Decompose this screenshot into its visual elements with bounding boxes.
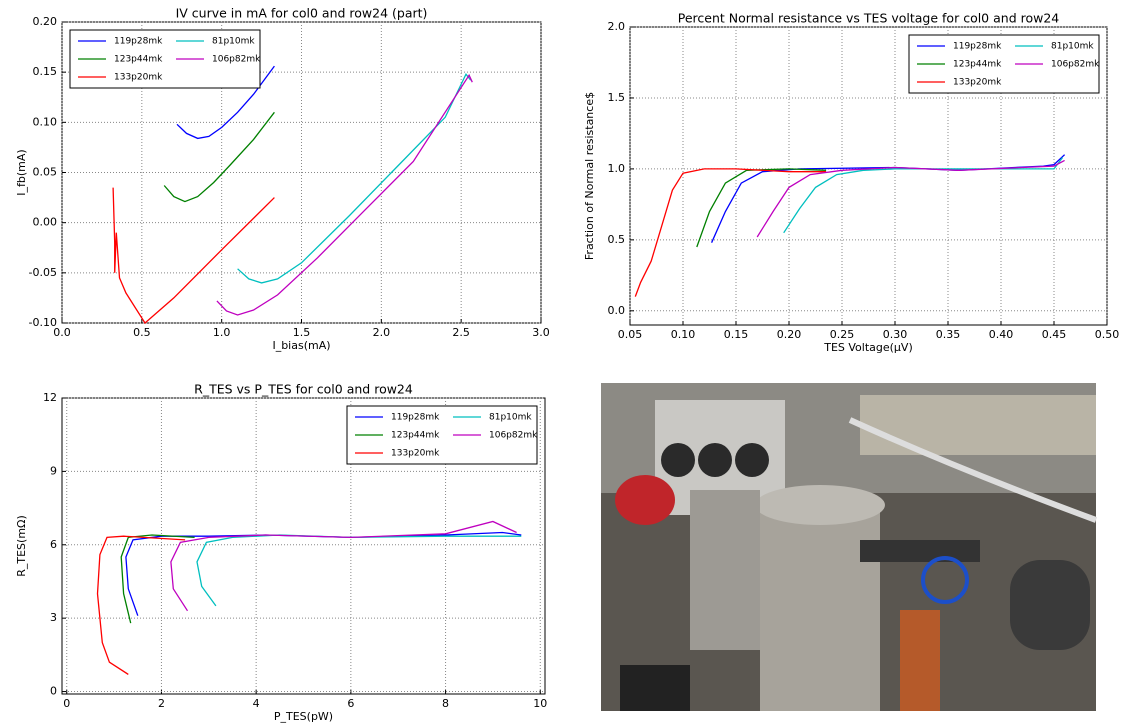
- photo-cryostat-top: [755, 485, 885, 525]
- y-tick-label: 12: [43, 391, 57, 404]
- legend-label: 133p20mk: [114, 73, 163, 83]
- data-line: [783, 157, 1064, 234]
- legend-label: 106p82mk: [212, 55, 261, 65]
- legend-label: 81p10mk: [1051, 42, 1094, 52]
- legend-label: 119p28mk: [391, 413, 440, 423]
- x-tick-label: 0: [63, 697, 70, 710]
- y-tick-label: 0.20: [33, 15, 58, 28]
- y-tick-label: 0.10: [33, 115, 58, 128]
- y-axis-label: R_TES(mΩ): [15, 515, 28, 577]
- x-tick-label: 2.0: [373, 326, 391, 339]
- x-tick-label: 10: [533, 697, 547, 710]
- photo-hose: [900, 610, 940, 711]
- photo-dewar: [1010, 560, 1090, 650]
- y-tick-label: 1.5: [608, 91, 626, 104]
- photo-fan: [698, 443, 732, 477]
- x-tick-label: 0.30: [883, 328, 908, 341]
- data-line: [112, 187, 275, 324]
- legend-label: 123p44mk: [391, 431, 440, 441]
- chart-title: R_TES vs P_TES for col0 and row24: [194, 382, 413, 397]
- y-axis-label: Fraction of Normal resistance$: [583, 92, 596, 260]
- y-tick-label: 2.0: [608, 20, 626, 33]
- data-line: [170, 520, 517, 612]
- x-tick-label: 4: [253, 697, 260, 710]
- data-line: [216, 73, 473, 316]
- x-tick-label: 0.05: [618, 328, 643, 341]
- y-tick-label: 9: [50, 464, 57, 477]
- data-line: [711, 154, 1066, 243]
- chart-title: Percent Normal resistance vs TES voltage…: [678, 11, 1060, 26]
- y-tick-label: -0.10: [29, 316, 57, 329]
- legend-label: 119p28mk: [953, 42, 1002, 52]
- data-line: [125, 531, 522, 616]
- photo-tube: [848, 417, 1098, 523]
- legend-label: 106p82mk: [489, 431, 538, 441]
- legend-label: 123p44mk: [953, 60, 1002, 70]
- y-tick-label: 0.0: [608, 304, 626, 317]
- legend-label: 119p28mk: [114, 37, 163, 47]
- photo-cryostat: [760, 500, 880, 711]
- photo-arm: [690, 490, 760, 650]
- y-tick-label: 0.15: [33, 65, 58, 78]
- legend-box: [69, 29, 261, 89]
- x-tick-label: 1.0: [213, 326, 231, 339]
- x-tick-label: 0.25: [830, 328, 855, 341]
- x-axis-label: P_TES(pW): [274, 710, 333, 723]
- photo-fan: [661, 443, 695, 477]
- photo: [601, 383, 1098, 711]
- y-tick-label: 0.5: [608, 233, 626, 246]
- x-tick-label: 1.5: [293, 326, 311, 339]
- y-tick-label: 0.00: [33, 216, 58, 229]
- x-tick-label: 0.40: [989, 328, 1014, 341]
- data-line: [176, 65, 275, 140]
- data-line: [120, 534, 195, 624]
- x-tick-label: 6: [347, 697, 354, 710]
- y-tick-label: 6: [50, 538, 57, 551]
- y-axis-label: I_fb(mA): [15, 149, 28, 195]
- photo-red-cap: [615, 475, 675, 525]
- x-tick-label: 0.20: [777, 328, 802, 341]
- photo-pipe: [860, 540, 980, 562]
- x-axis-label: TES Voltage(μV): [823, 341, 913, 354]
- y-tick-label: 1.0: [608, 162, 626, 175]
- x-tick-label: 0.50: [1095, 328, 1120, 341]
- photo-fan: [735, 443, 769, 477]
- x-tick-label: 0.0: [53, 326, 71, 339]
- y-tick-label: -0.05: [29, 266, 57, 279]
- legend-label: 123p44mk: [114, 55, 163, 65]
- photo-shelf: [860, 395, 1096, 455]
- legend-label: 106p82mk: [1051, 60, 1100, 70]
- data-line: [96, 535, 186, 675]
- legend-label: 133p20mk: [391, 449, 440, 459]
- x-tick-label: 8: [442, 697, 449, 710]
- photo-cable: [921, 556, 969, 604]
- x-tick-label: 0.10: [671, 328, 696, 341]
- legend-label: 81p10mk: [489, 413, 532, 423]
- x-tick-label: 3.0: [532, 326, 550, 339]
- legend-label: 81p10mk: [212, 37, 255, 47]
- x-tick-label: 0.5: [133, 326, 151, 339]
- legend-label: 133p20mk: [953, 78, 1002, 88]
- data-line: [634, 168, 827, 297]
- x-axis-label: I_bias(mA): [272, 339, 330, 352]
- x-tick-label: 0.45: [1042, 328, 1067, 341]
- x-tick-label: 2: [158, 697, 165, 710]
- chart-title: IV curve in mA for col0 and row24 (part): [176, 6, 428, 21]
- data-line: [196, 534, 522, 607]
- photo-stool: [620, 665, 690, 711]
- data-line: [163, 111, 275, 203]
- y-tick-label: 0.05: [33, 166, 58, 179]
- y-tick-label: 0: [50, 685, 57, 698]
- x-tick-label: 0.15: [724, 328, 749, 341]
- y-tick-label: 3: [50, 611, 57, 624]
- data-line: [696, 168, 827, 248]
- data-line: [756, 159, 1065, 238]
- x-tick-label: 0.35: [936, 328, 961, 341]
- x-tick-label: 2.5: [452, 326, 470, 339]
